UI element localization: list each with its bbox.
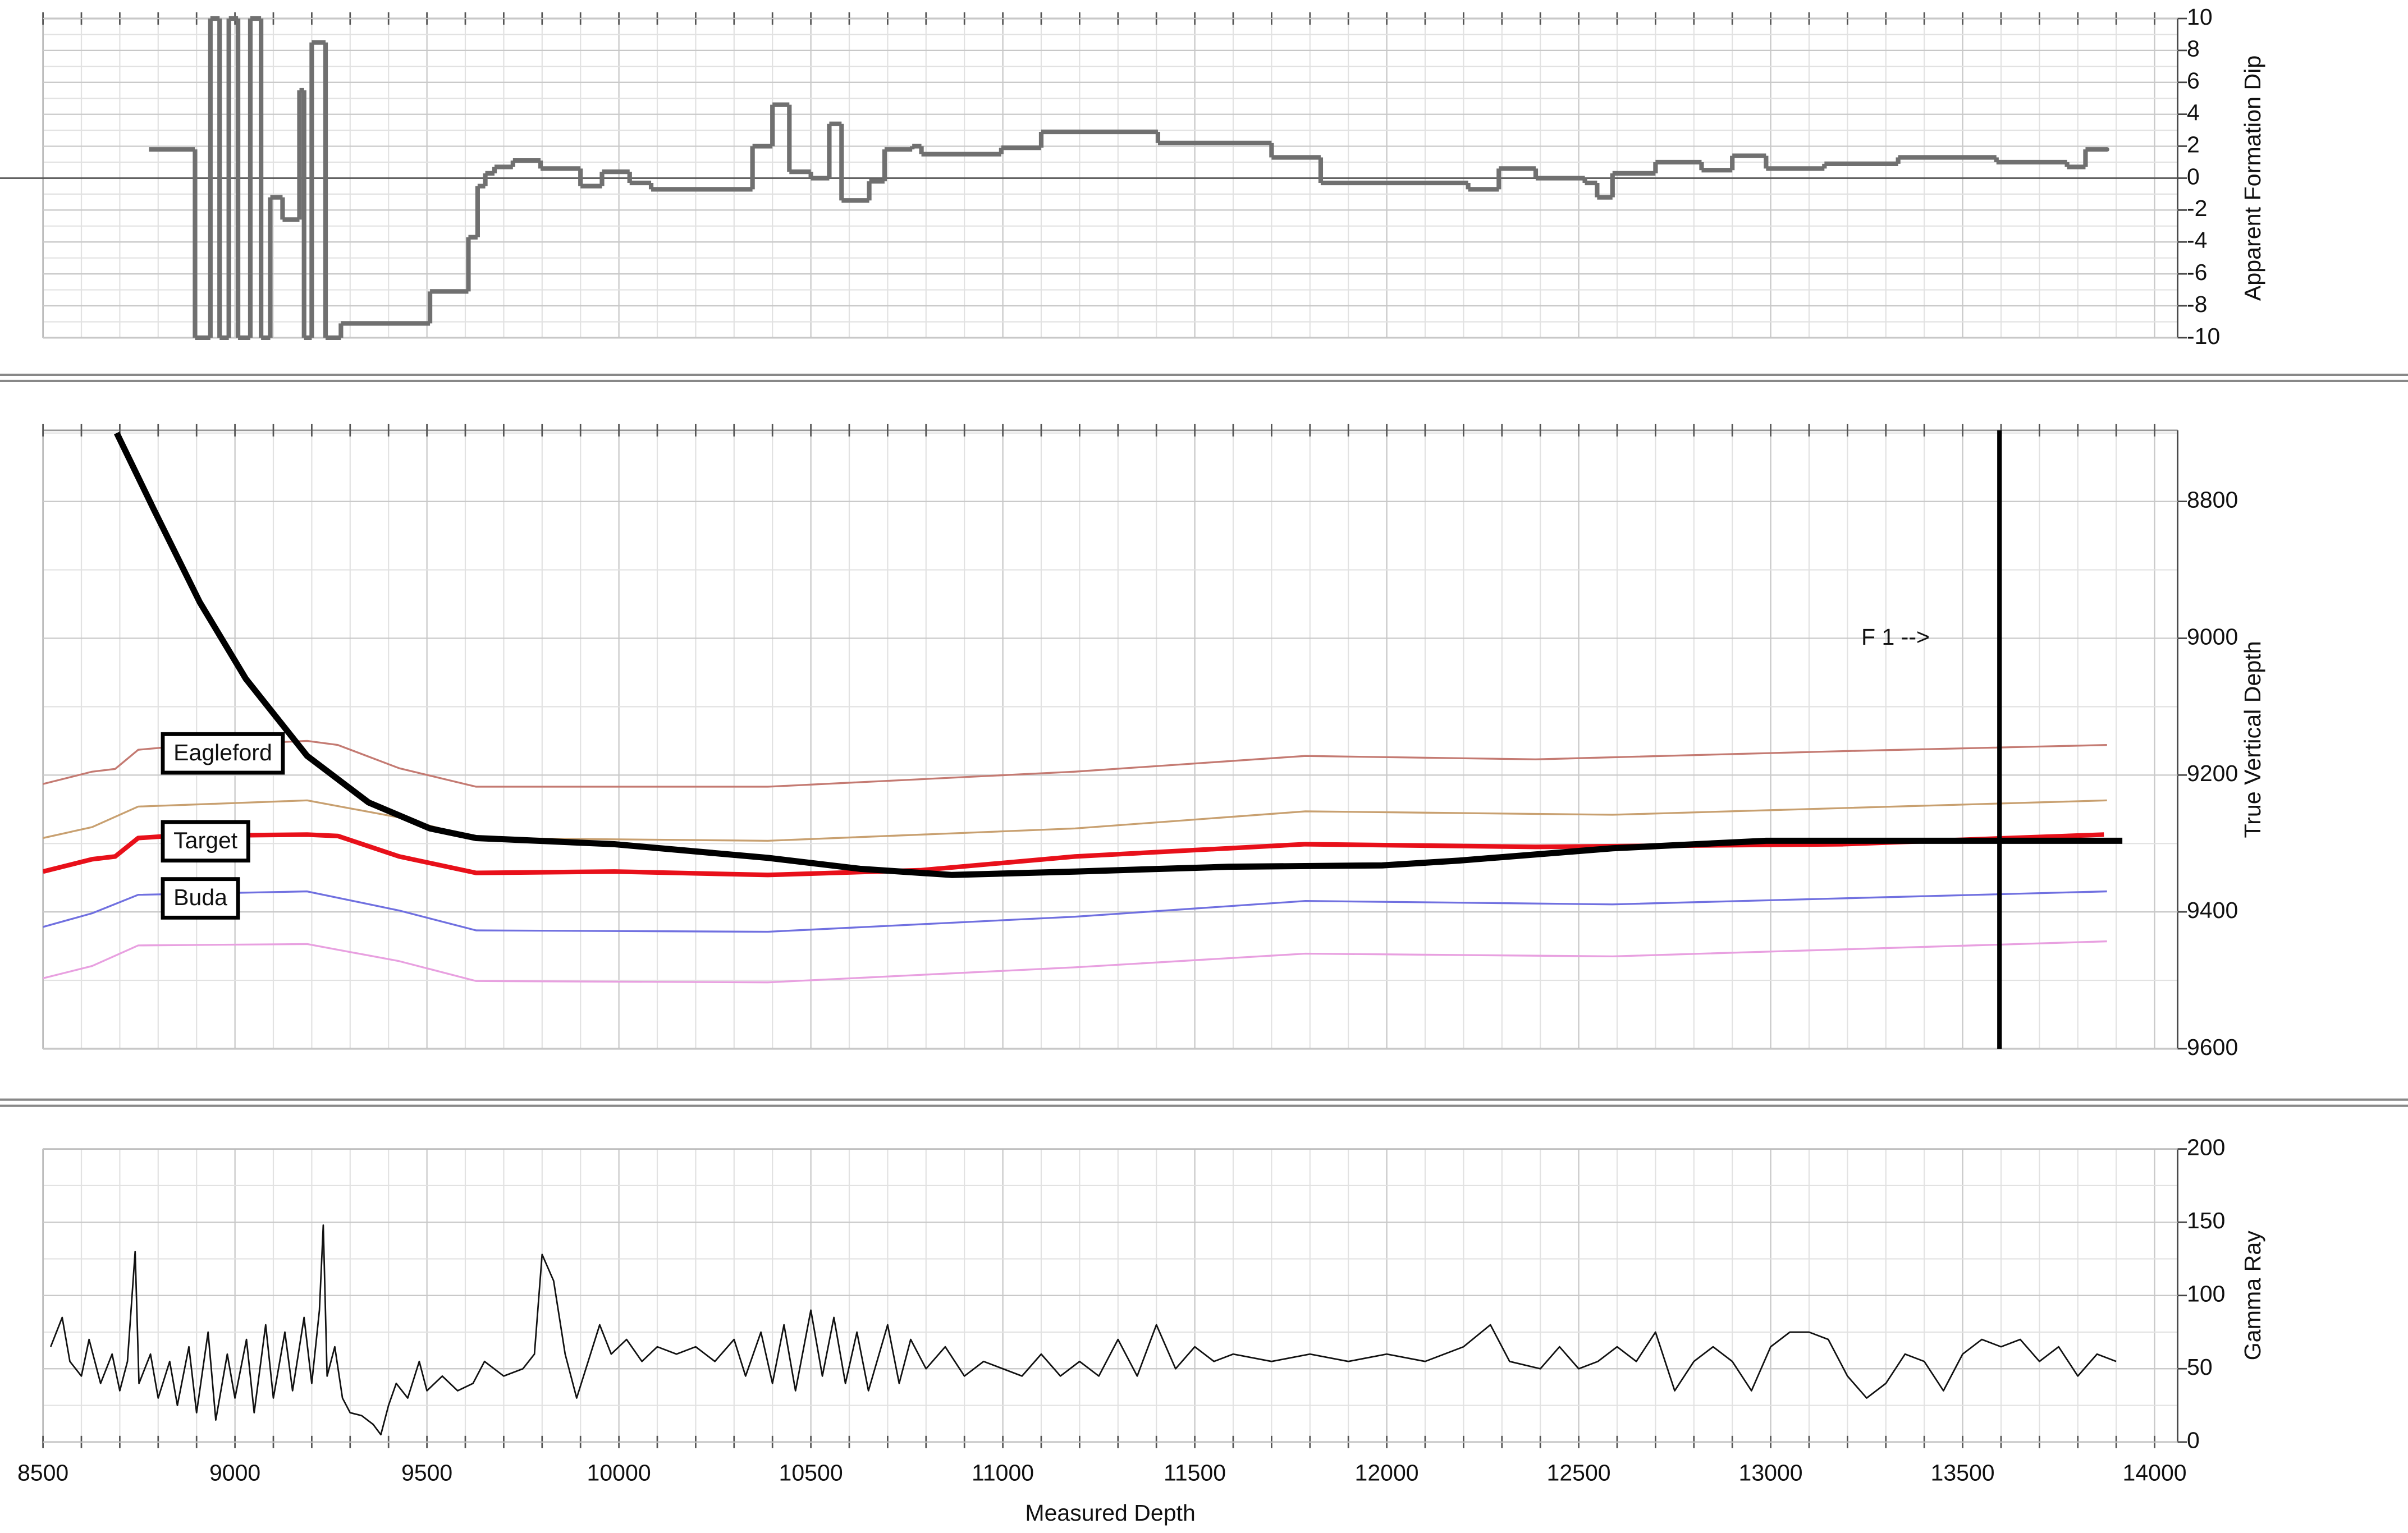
series-label: Eagleford bbox=[173, 740, 272, 765]
series-label-box bbox=[161, 732, 285, 775]
y-tick-label: 50 bbox=[2187, 1354, 2213, 1380]
y-tick-label: 9400 bbox=[2187, 897, 2238, 923]
plot-area: -10 -8 -6 -4 -2 0 2 4 6 8 10 Apparent Formation Dip bbox=[0, 4, 2265, 349]
y-tick-label: 4 bbox=[2187, 99, 2200, 125]
series-label-box bbox=[161, 877, 240, 920]
series-line bbox=[43, 890, 2107, 933]
series-label: Buda bbox=[173, 884, 227, 910]
y-tick-label: 10 bbox=[2187, 4, 2213, 30]
x-tick-label: 10500 bbox=[779, 1459, 843, 1485]
x-tick-label: 14000 bbox=[2123, 1459, 2187, 1485]
y-tick-label: 9200 bbox=[2187, 760, 2238, 786]
y-tick-label: 150 bbox=[2187, 1208, 2225, 1233]
series-line bbox=[43, 832, 2104, 878]
y-axis-title: Gamma Ray bbox=[2240, 1231, 2265, 1361]
y-axis-title: Apparent Formation Dip bbox=[2240, 56, 2265, 301]
x-tick-label: 12500 bbox=[1547, 1459, 1611, 1485]
plot-area: 8800 9000 9200 9400 9600 True Vertical Depth bbox=[42, 424, 2265, 1060]
y-tick-label: 6 bbox=[2187, 68, 2200, 94]
series-line bbox=[43, 740, 2107, 788]
series-group bbox=[43, 432, 2123, 984]
y-tick-label: 8 bbox=[2187, 36, 2200, 62]
series-label-box bbox=[161, 820, 250, 863]
series-group bbox=[50, 1224, 2117, 1436]
y-tick-label: -10 bbox=[2187, 323, 2220, 349]
y-tick-label: -6 bbox=[2187, 259, 2207, 285]
series-group bbox=[149, 16, 2109, 341]
y-tick-label: 2 bbox=[2187, 131, 2200, 157]
x-tick-label: 9500 bbox=[401, 1459, 452, 1485]
x-tick-label: 13000 bbox=[1739, 1459, 1803, 1485]
y-axis-title: True Vertical Depth bbox=[2240, 641, 2265, 838]
x-tick-label: 10000 bbox=[587, 1459, 651, 1485]
y-tick-label: -8 bbox=[2187, 291, 2207, 317]
y-tick-label: 9000 bbox=[2187, 623, 2238, 649]
series-line bbox=[50, 1224, 2117, 1436]
y-tick-label: 200 bbox=[2187, 1134, 2225, 1160]
series-line bbox=[43, 940, 2107, 984]
y-tick-label: -2 bbox=[2187, 195, 2207, 221]
series-label: Target bbox=[173, 827, 238, 853]
x-tick-label: 8500 bbox=[17, 1459, 68, 1485]
series-line bbox=[114, 432, 2123, 878]
y-tick-label: 0 bbox=[2187, 163, 2200, 189]
x-tick-label: 11500 bbox=[1164, 1459, 1226, 1485]
y-tick-label: 0 bbox=[2187, 1428, 2200, 1453]
x-axis-title: Measured Depth bbox=[1025, 1500, 1195, 1526]
y-tick-label: 9600 bbox=[2187, 1034, 2238, 1060]
plot-area: 0 50 100 150 200 Gamma Ray 8500 9000 9500 10000 10… bbox=[17, 1134, 2265, 1525]
y-tick-label: -4 bbox=[2187, 227, 2207, 253]
x-tick-label: 12000 bbox=[1355, 1459, 1419, 1485]
y-tick-label: 100 bbox=[2187, 1281, 2225, 1307]
x-tick-label: 9000 bbox=[209, 1459, 260, 1485]
annotation: F 1 --> bbox=[1861, 624, 1930, 650]
x-tick-label: 11000 bbox=[972, 1459, 1034, 1485]
dip-end bbox=[2104, 147, 2109, 152]
y-tick-label: 8800 bbox=[2187, 486, 2238, 512]
x-tick-label: 13500 bbox=[1931, 1459, 1995, 1485]
